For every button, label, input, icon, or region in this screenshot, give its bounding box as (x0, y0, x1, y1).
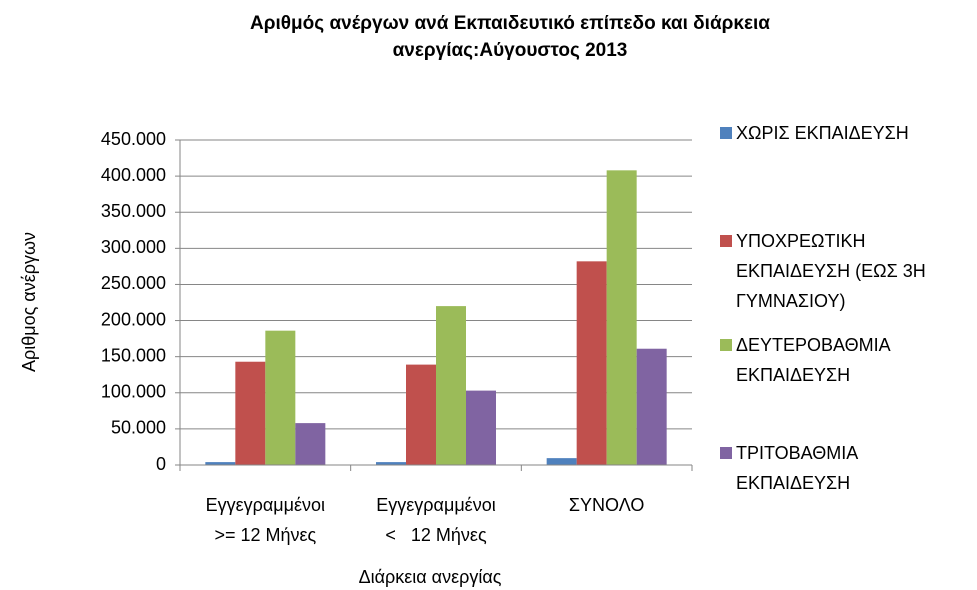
legend-label: ΥΠΟΧΡΕΩΤΙΚΗ ΕΚΠΑΙΔΕΥΣΗ (ΕΩΣ 3Η ΓΥΜΝΑΣΙΟΥ… (736, 231, 926, 311)
y-tick-label: 300.000 (101, 237, 166, 257)
bar (436, 306, 466, 465)
y-tick-label: 150.000 (101, 345, 166, 365)
x-tick-label: ΣΥΝΟΛΟ (568, 495, 645, 515)
y-tick-label: 200.000 (101, 309, 166, 329)
legend-swatch (720, 447, 732, 459)
bar (406, 364, 436, 465)
legend-label: ΔΕΥΤΕΡΟΒΑΘΜΙΑ ΕΚΠΑΙΔΕΥΣΗ (736, 335, 890, 385)
x-axis-title: Διάρκεια ανεργίας (359, 567, 502, 587)
y-tick-label: 450.000 (101, 129, 166, 149)
y-tick-label: 50.000 (111, 418, 166, 438)
x-tick-label: Εγγεγραμμένοι < 12 Μήνες (376, 495, 496, 545)
y-axis-title: Αριθμος ανέργων (19, 232, 39, 372)
bar (205, 462, 236, 465)
bar (576, 261, 607, 465)
chart-title: Αριθμός ανέργων ανά Εκπαιδευτικό επίπεδο… (250, 13, 770, 61)
y-tick-label: 250.000 (101, 273, 166, 293)
x-tick-label: Εγγεγραμμένοι >= 12 Μήνες (205, 495, 326, 545)
legend-swatch (720, 127, 732, 139)
legend-swatch (720, 235, 732, 247)
bar (606, 170, 637, 466)
y-tick-label: 0 (156, 454, 166, 474)
bar (265, 330, 296, 465)
legend-label: ΤΡΙΤΟΒΑΘΜΙΑ ΕΚΠΑΙΔΕΥΣΗ (736, 443, 858, 493)
bar (235, 361, 266, 465)
y-tick-label: 350.000 (101, 201, 166, 221)
bar (466, 390, 496, 465)
bar (546, 458, 577, 465)
legend-swatch (720, 339, 732, 351)
y-tick-label: 100.000 (101, 382, 166, 402)
legend-label: ΧΩΡΙΣ ΕΚΠΑΙΔΕΥΣΗ (736, 123, 909, 143)
y-tick-label: 400.000 (101, 165, 166, 185)
bar (295, 423, 326, 465)
bar (636, 348, 667, 465)
bar (376, 462, 406, 465)
